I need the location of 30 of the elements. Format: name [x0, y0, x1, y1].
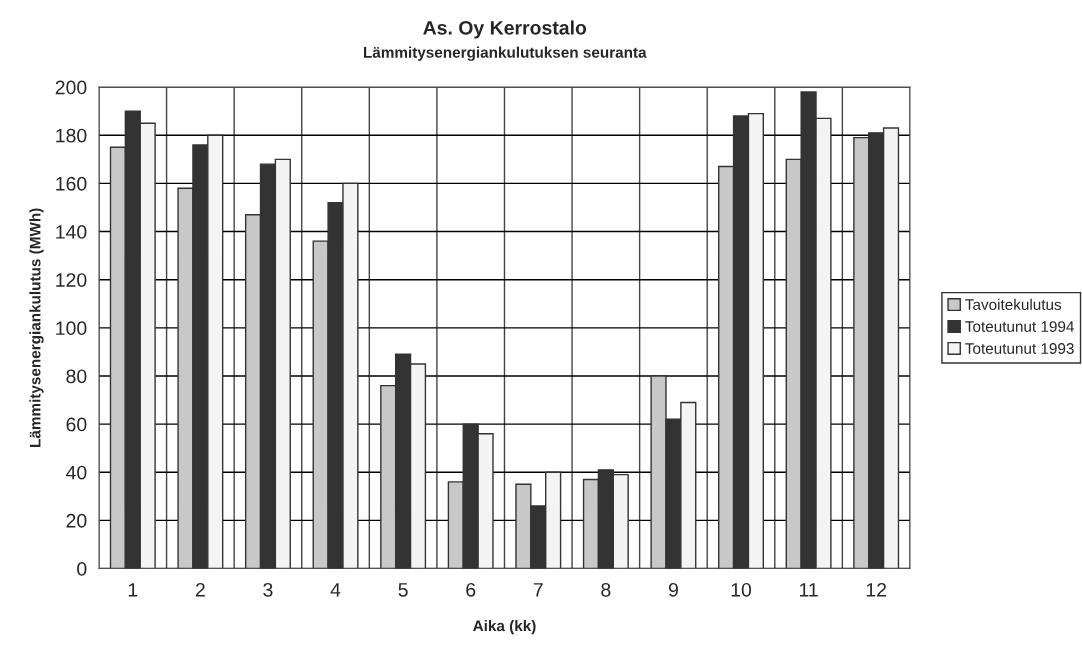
- x-tick-label: 1: [128, 583, 138, 597]
- x-tick-label: 11: [799, 583, 818, 597]
- y-tick-label: 160: [56, 176, 87, 191]
- y-axis-title: Lämmitysenergiankulutus (MWh): [29, 208, 44, 447]
- chart-title: As. Oy Kerrostalo: [423, 20, 587, 39]
- chart-subtitle: Lämmitysenergiankulutuksen seuranta: [364, 46, 647, 61]
- x-tick-label: 10: [731, 582, 752, 597]
- x-tick-label: 7: [533, 583, 543, 597]
- y-tick-label: 120: [56, 273, 87, 287]
- legend-label: Toteutunut 1993: [965, 343, 1074, 354]
- y-tick-label: 100: [56, 321, 87, 336]
- y-tick-label: 140: [56, 225, 87, 239]
- x-tick-label: 5: [398, 583, 408, 597]
- x-tick-label: 6: [466, 582, 476, 597]
- x-tick-label: 12: [866, 582, 887, 597]
- legend-label: Toteutunut 1994: [965, 321, 1074, 332]
- y-tick-label: 180: [56, 128, 87, 143]
- x-tick-label: 4: [330, 583, 341, 597]
- x-tick-label: 2: [195, 582, 205, 597]
- y-tick-label: 20: [66, 513, 87, 528]
- x-axis-title: Aika (kk): [473, 620, 536, 635]
- y-tick-label: 80: [66, 369, 87, 384]
- x-tick-label: 8: [601, 582, 611, 597]
- legend-label: Tavoitekulutus: [965, 298, 1062, 311]
- x-tick-label: 9: [668, 582, 678, 597]
- y-tick-label: 0: [77, 562, 87, 576]
- y-tick-label: 60: [66, 417, 87, 432]
- x-tick-label: 3: [263, 582, 273, 597]
- y-tick-label: 40: [66, 465, 87, 480]
- y-tick-label: 200: [55, 80, 87, 95]
